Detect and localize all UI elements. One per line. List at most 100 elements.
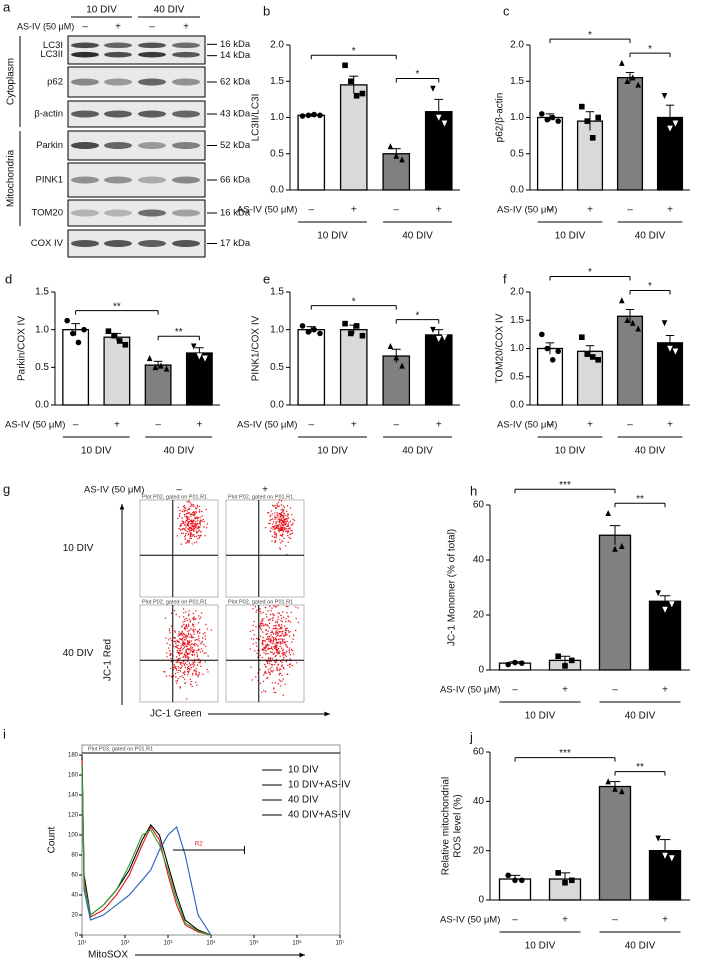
event-dot [256, 645, 258, 647]
kda-label: 16 kDa [220, 208, 251, 219]
bar [382, 355, 411, 406]
event-dot [263, 640, 266, 642]
event-dot [173, 664, 176, 666]
event-dot [280, 500, 283, 502]
y-axis-label: Count [47, 826, 58, 853]
event-dot [169, 654, 171, 656]
event-dot [272, 528, 274, 530]
blot-box [67, 162, 206, 198]
event-dot [278, 674, 280, 676]
event-dot [265, 666, 267, 668]
group-label: 40 DIV [163, 446, 194, 457]
band [172, 176, 200, 184]
point [353, 92, 360, 99]
event-dot [184, 513, 186, 516]
event-dot [272, 640, 274, 643]
event-dot [267, 669, 270, 671]
event-dot [266, 677, 268, 679]
sign: – [149, 22, 155, 33]
event-dot [289, 631, 291, 633]
event-dot [282, 658, 284, 660]
event-dot [280, 518, 283, 520]
event-dot [285, 632, 287, 634]
event-dot [206, 527, 208, 529]
event-dot [281, 661, 283, 663]
event-dot [193, 523, 195, 525]
x-tick-label: 10³ [164, 941, 173, 947]
event-dot [267, 653, 269, 655]
event-dot [282, 531, 284, 533]
event-dot [189, 648, 192, 650]
y-tick-label: 60 [473, 747, 485, 758]
point [579, 334, 585, 340]
event-dot [200, 612, 203, 614]
event-dot [278, 526, 280, 528]
event-dot [191, 637, 193, 639]
event-dot [274, 643, 276, 645]
event-dot [259, 682, 262, 684]
event-dot [196, 630, 199, 633]
event-dot [180, 632, 182, 634]
event-dot [201, 637, 204, 639]
event-dot [175, 668, 177, 670]
event-dot [262, 644, 264, 646]
point [672, 348, 679, 355]
event-dot [186, 501, 188, 503]
bar [339, 329, 368, 406]
event-dot [269, 651, 272, 653]
point [122, 341, 129, 348]
sign: – [393, 205, 399, 216]
event-dot [185, 513, 187, 515]
event-dot [199, 632, 201, 634]
point [539, 331, 545, 338]
event-dot [270, 631, 272, 634]
event-dot [179, 509, 181, 512]
event-dot [274, 505, 276, 507]
event-dot [272, 616, 275, 619]
event-dot [193, 650, 195, 652]
point [196, 353, 203, 360]
event-dot [179, 676, 181, 678]
event-dot [203, 526, 205, 528]
event-dot [174, 631, 176, 633]
significance-label: * [352, 46, 356, 57]
event-dot [203, 643, 205, 646]
event-dot [284, 514, 286, 516]
event-dot [274, 527, 277, 529]
event-dot [190, 640, 193, 642]
event-dot [184, 515, 186, 517]
event-dot [205, 645, 207, 648]
event-dot [196, 656, 198, 658]
point [544, 345, 551, 352]
event-dot [268, 663, 271, 665]
event-dot [193, 643, 196, 646]
event-dot [193, 625, 195, 628]
band [138, 110, 166, 118]
event-dot [181, 630, 183, 633]
event-dot [188, 648, 191, 650]
event-dot [177, 517, 179, 520]
event-dot [178, 515, 181, 517]
event-dot [189, 664, 191, 666]
band-label: LC3I [43, 40, 63, 51]
event-dot [177, 665, 179, 668]
event-dot [193, 512, 195, 514]
event-dot [198, 661, 200, 664]
event-dot [186, 539, 189, 542]
group-label: 10 DIV [317, 231, 348, 242]
event-dot [196, 504, 199, 507]
event-dot [185, 611, 187, 613]
event-dot [259, 608, 261, 610]
sign: + [436, 205, 442, 216]
y-axis-label: ROS level (%) [453, 794, 464, 857]
x-tick-label: 10¹ [78, 941, 87, 947]
event-dot [270, 647, 273, 649]
event-dot [252, 629, 254, 631]
event-dot [187, 630, 189, 633]
event-dot [199, 534, 201, 537]
blot-box [67, 66, 206, 98]
event-dot [188, 541, 190, 544]
event-dot [276, 629, 278, 631]
event-dot [197, 534, 200, 537]
event-dot [191, 651, 194, 653]
